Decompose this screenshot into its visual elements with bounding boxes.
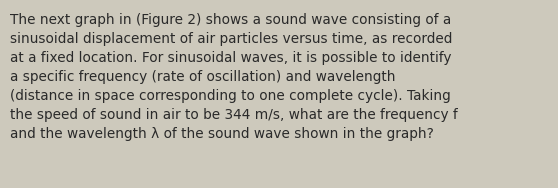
Text: The next graph in (Figure 2) shows a sound wave consisting of a
sinusoidal displ: The next graph in (Figure 2) shows a sou… bbox=[10, 13, 458, 141]
